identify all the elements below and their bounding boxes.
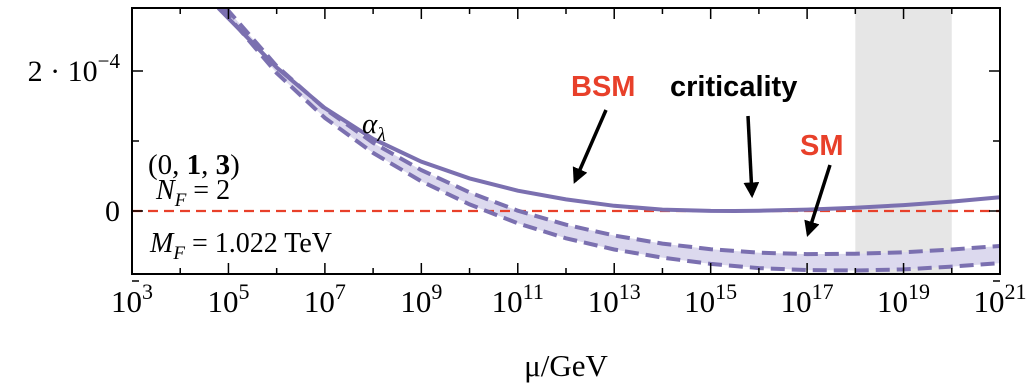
model-tuple-close: ) [230, 149, 240, 181]
annotation-sm: SM [800, 130, 844, 162]
series-line-1 [224, 8, 1000, 257]
y-tick-label: 2 · 10−4 [28, 49, 121, 88]
model-tuple-open: (0, [148, 149, 187, 181]
curve-label-sub: λ [376, 124, 386, 146]
curves [216, 8, 1000, 273]
model-tuple-b2: 3 [216, 149, 231, 181]
mf-base: M [149, 228, 175, 259]
series-line-0 [216, 8, 1000, 214]
mf-sub: F [172, 243, 185, 264]
annotation-bsm-arrow [572, 109, 608, 184]
nf-rest: = 2 [186, 175, 230, 206]
x-axis-ticks: 103 105 107 109 1011 1013 1015 1017 1019 1021 [111, 8, 1027, 319]
x-tick-label: 1019 [877, 279, 930, 319]
model-tuple: (0, 1, 3) [148, 149, 240, 181]
nf-base: N [155, 175, 176, 206]
x-tick-label: 105 [207, 279, 249, 319]
nf-sub: F [174, 190, 187, 211]
series-line-2 [219, 8, 1000, 273]
x-tick-label: 1017 [781, 279, 834, 319]
x-tick-label: 107 [304, 279, 346, 319]
annotation-criticality: criticality [670, 71, 797, 103]
shaded-region [855, 8, 952, 274]
annotations: BSM criticality SM [571, 71, 844, 238]
mf-label: MF = 1.022 TeV [149, 228, 332, 264]
x-tick-label: 1015 [684, 279, 737, 319]
model-tuple-mid: , [201, 149, 216, 181]
x-tick-label: 1021 [974, 279, 1027, 319]
x-tick-label: 109 [400, 279, 442, 319]
x-axis-label: μ/GeV [524, 348, 608, 383]
y-axis-ticks: 0 2 · 10−4 [28, 49, 1000, 282]
curve-label-base: α [362, 108, 378, 140]
annotation-sm-arrow [804, 164, 832, 238]
model-tuple-b1: 1 [187, 149, 202, 181]
x-tick-label: 103 [111, 279, 153, 319]
nf-label: NF = 2 [155, 175, 230, 211]
annotation-criticality-arrow [743, 115, 760, 199]
x-tick-label: 1011 [492, 279, 544, 319]
mf-rest: = 1.022 TeV [185, 228, 332, 259]
x-tick-label: 1013 [588, 279, 641, 319]
y-tick-label: 0 [105, 195, 120, 228]
curve-label: αλ [362, 108, 386, 146]
annotation-bsm: BSM [571, 71, 635, 103]
